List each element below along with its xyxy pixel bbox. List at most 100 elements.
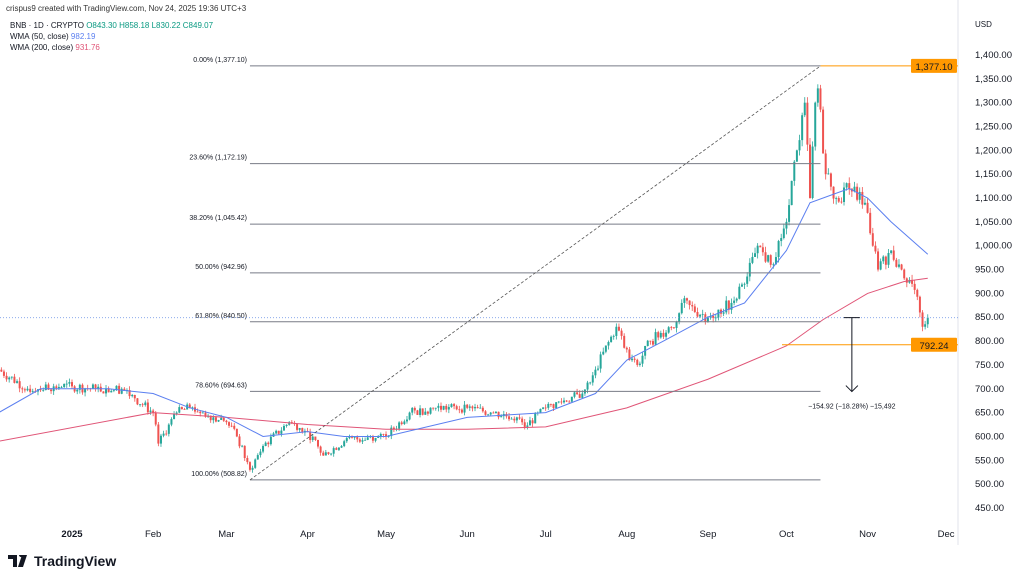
y-tick: 1,350.00 [975, 74, 1012, 85]
candle [816, 88, 819, 103]
candle [853, 186, 856, 192]
candle [282, 425, 285, 431]
wma200-line [0, 277, 928, 442]
candle [790, 180, 793, 206]
candle [754, 253, 757, 257]
candle [803, 102, 806, 116]
candle [612, 335, 615, 337]
candle [651, 341, 654, 345]
candle [748, 262, 751, 277]
candle [746, 276, 749, 284]
candle [620, 330, 623, 336]
candle [761, 247, 764, 253]
candle [903, 269, 906, 279]
candle [131, 394, 134, 397]
x-tick: Apr [300, 529, 315, 540]
candle [188, 404, 191, 408]
candle [91, 384, 94, 389]
wma200-value: 931.76 [75, 43, 100, 52]
candle [225, 420, 228, 423]
fib-level-label: 23.60% (1,172.19) [189, 155, 247, 162]
candle [199, 411, 202, 414]
candle [636, 359, 639, 365]
candle [55, 386, 58, 389]
candle [262, 445, 265, 452]
candle [740, 284, 743, 287]
currency-label: USD [975, 20, 992, 29]
candle [39, 389, 42, 391]
candle [528, 420, 531, 426]
symbol: BNB · 1D · CRYPTO [10, 21, 84, 30]
y-tick: 1,100.00 [975, 193, 1012, 204]
candle [701, 314, 704, 316]
y-tick: 600.00 [975, 431, 1004, 442]
candle [374, 437, 377, 441]
candle [434, 407, 437, 409]
candle [246, 458, 249, 463]
candle [238, 436, 241, 447]
y-tick: 850.00 [975, 312, 1004, 323]
candle [361, 440, 364, 442]
candle [110, 390, 113, 393]
candle [180, 407, 183, 410]
candle [555, 402, 558, 408]
candle [594, 369, 597, 376]
wma200-label: WMA (200, close) [10, 43, 74, 52]
candle [913, 283, 916, 290]
candle [120, 388, 123, 394]
candle [241, 445, 244, 447]
candle [432, 407, 435, 409]
candle [631, 358, 634, 361]
candle [887, 253, 890, 265]
candle [897, 264, 900, 267]
candle [801, 115, 804, 141]
candle [141, 404, 144, 406]
candle [0, 369, 3, 372]
y-tick: 450.00 [975, 503, 1004, 514]
y-tick: 550.00 [975, 455, 1004, 466]
candle [494, 411, 497, 414]
candle [633, 358, 636, 360]
candle [623, 335, 626, 348]
candle [581, 393, 584, 398]
candle [510, 418, 513, 420]
x-tick: Aug [618, 529, 635, 540]
candle [832, 186, 835, 199]
candle [426, 411, 429, 414]
candle [586, 382, 589, 390]
candle [921, 312, 924, 327]
candle [534, 413, 537, 424]
candle [549, 403, 552, 405]
candle [44, 384, 47, 390]
candle [385, 434, 388, 437]
candle [398, 422, 401, 429]
candle [191, 407, 194, 409]
candle [264, 442, 267, 446]
candle [76, 389, 79, 392]
candle [484, 411, 487, 415]
candle [133, 394, 136, 399]
candle [235, 428, 238, 437]
candle [413, 407, 416, 411]
candle [911, 279, 914, 284]
candle [146, 402, 149, 413]
candle [429, 407, 432, 414]
candle [858, 191, 861, 200]
candle [209, 415, 212, 421]
candle [408, 412, 411, 420]
candle [848, 183, 851, 189]
candle [324, 452, 327, 456]
candle [824, 153, 827, 175]
candle [725, 300, 728, 313]
candle [60, 386, 63, 388]
candle [696, 311, 699, 317]
candle [288, 422, 291, 425]
candle [330, 453, 333, 455]
candle [521, 418, 524, 423]
y-tick: 1,150.00 [975, 169, 1012, 180]
candle [918, 296, 921, 313]
candle [476, 407, 479, 409]
candle [50, 389, 53, 392]
candle [332, 448, 335, 454]
